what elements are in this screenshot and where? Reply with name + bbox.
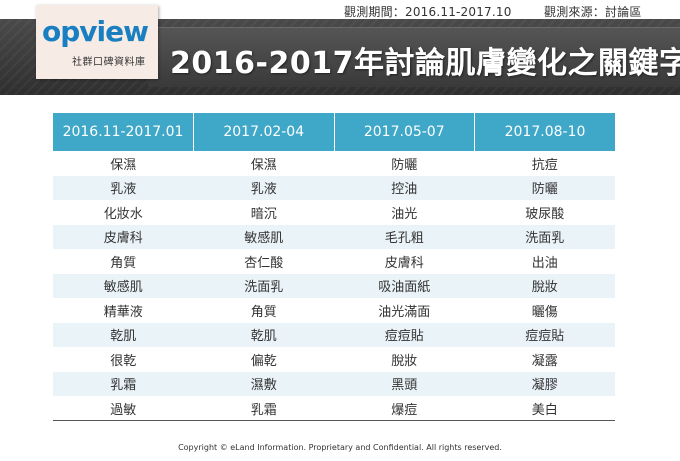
logo-subtitle: 社群口碑資料庫 — [72, 57, 146, 68]
column-header: 2017.02-04 — [193, 113, 334, 151]
keyword-cell: 抗痘 — [531, 157, 558, 173]
observation-period: 觀測期間：2016.11-2017.10 — [344, 5, 512, 19]
keyword-cell: 精華液 — [103, 304, 143, 320]
table-row: 角質 杏仁酸 皮膚科 出油 — [53, 249, 615, 274]
table-body: 保濕 保濕 防曬 抗痘 乳液 乳液 控油 防曬 化妝水 暗沉 油光 玻尿酸 皮膚科 敏感肌 毛孔粗 洗面乳 角質… — [53, 151, 615, 421]
table-row: 皮膚科 敏感肌 毛孔粗 洗面乳 — [53, 224, 615, 249]
keyword-cell: 乾肌 — [53, 322, 194, 347]
keyword-cell: 痘痘貼 — [334, 322, 475, 347]
keyword-cell: 玻尿酸 — [525, 206, 565, 222]
keyword-cell: 乳霜 — [193, 396, 334, 421]
keyword-cell: 皮膚科 — [53, 224, 194, 249]
keyword-cell: 出油 — [531, 255, 558, 271]
keyword-cell: 角質 — [250, 304, 277, 320]
keyword-cell: 美白 — [474, 396, 615, 421]
keyword-cell: 保濕 — [110, 157, 137, 173]
table-row: 化妝水 暗沉 油光 玻尿酸 — [53, 200, 615, 225]
keyword-cell: 敏感肌 — [193, 224, 334, 249]
table-row: 乳霜 濕敷 黑頭 凝膠 — [53, 371, 615, 396]
keyword-cell: 吸油面紙 — [334, 273, 475, 298]
keyword-cell: 防曬 — [474, 175, 615, 200]
table-row: 過敏 乳霜 爆痘 美白 — [53, 396, 615, 421]
keyword-cell: 毛孔粗 — [334, 224, 475, 249]
keyword-cell: 濕敷 — [193, 371, 334, 396]
observation-source: 觀測來源：討論區 — [544, 5, 642, 19]
logo-wordmark: opview — [42, 15, 149, 48]
keyword-cell: 控油 — [334, 175, 475, 200]
copyright-footer: Copyright © eLand Information. Proprieta… — [178, 443, 502, 452]
keyword-cell: 乳霜 — [53, 371, 194, 396]
page-title: 2016-2017年討論肌膚變化之關鍵字 — [170, 46, 680, 81]
keyword-cell: 敏感肌 — [53, 273, 194, 298]
keyword-cell: 油光滿面 — [378, 304, 431, 320]
keyword-cell: 角質 — [110, 255, 137, 271]
table-row: 乾肌 乾肌 痘痘貼 痘痘貼 — [53, 322, 615, 347]
keyword-cell: 洗面乳 — [193, 273, 334, 298]
keyword-cell: 凝膠 — [474, 371, 615, 396]
title-banner-inner — [148, 27, 680, 87]
keyword-cell: 洗面乳 — [474, 224, 615, 249]
keyword-cell: 保濕 — [250, 157, 277, 173]
column-header: 2016.11-2017.01 — [53, 113, 194, 151]
keyword-cell: 杏仁酸 — [244, 255, 284, 271]
keyword-cell: 暗沉 — [250, 206, 277, 222]
table-row: 乳液 乳液 控油 防曬 — [53, 175, 615, 200]
keyword-cell: 凝露 — [531, 353, 558, 369]
column-header: 2017.05-07 — [333, 113, 475, 151]
keyword-cell: 化妝水 — [103, 206, 143, 222]
keyword-cell: 乳液 — [193, 175, 334, 200]
keyword-cell: 乳液 — [53, 175, 194, 200]
keyword-cell: 爆痘 — [334, 396, 475, 421]
table-row: 敏感肌 洗面乳 吸油面紙 脫妝 — [53, 273, 615, 298]
table-row: 保濕 保濕 防曬 抗痘 — [53, 151, 615, 176]
opview-logo: opview 社群口碑資料庫 — [36, 5, 158, 79]
table-header-row: 2016.11-2017.01 2017.02-04 2017.05-07 2017.… — [53, 113, 615, 151]
table-row: 很乾 偏乾 脫妝 凝露 — [53, 347, 615, 372]
keyword-cell: 防曬 — [391, 157, 418, 173]
keyword-cell: 脫妝 — [474, 273, 615, 298]
keyword-cell: 曬傷 — [531, 304, 558, 320]
keyword-table: 2016.11-2017.01 2017.02-04 2017.05-07 2017.… — [53, 113, 615, 421]
keyword-cell: 過敏 — [53, 396, 194, 421]
keyword-cell: 乾肌 — [193, 322, 334, 347]
keyword-cell: 黑頭 — [334, 371, 475, 396]
table-row: 精華液 角質 油光滿面 曬傷 — [53, 298, 615, 323]
keyword-cell: 脫妝 — [391, 353, 418, 369]
keyword-cell: 偏乾 — [250, 353, 277, 369]
keyword-cell: 油光 — [391, 206, 418, 222]
column-header: 2017.08-10 — [474, 113, 615, 151]
keyword-cell: 很乾 — [110, 353, 137, 369]
keyword-cell: 痘痘貼 — [474, 322, 615, 347]
keyword-cell: 皮膚科 — [384, 255, 424, 271]
